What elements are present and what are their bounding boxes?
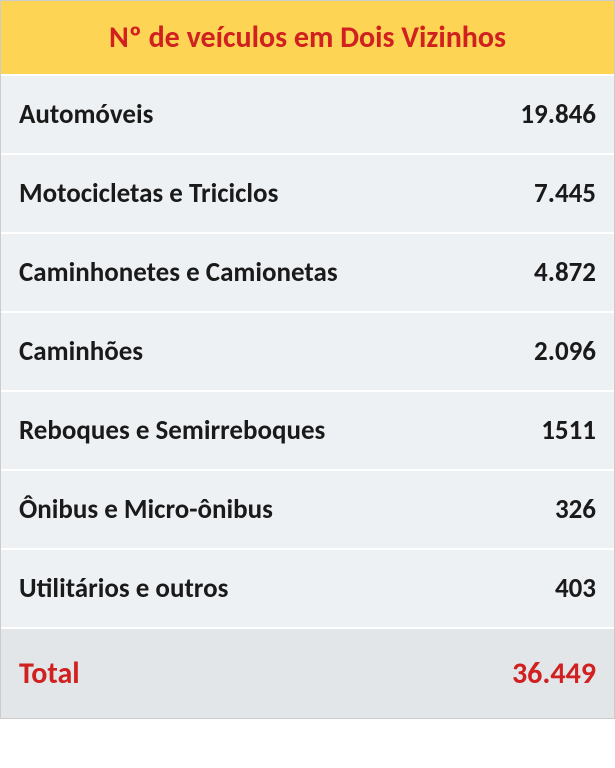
row-value: 1511 [541, 414, 596, 447]
table-header: Nº de veículos em Dois Vizinhos [1, 1, 614, 74]
row-label: Caminhonetes e Camionetas [19, 256, 338, 289]
table-row: Ônibus e Micro-ônibus 326 [1, 469, 614, 548]
row-value: 4.872 [534, 256, 596, 289]
row-value: 403 [555, 572, 596, 605]
row-value: 2.096 [534, 335, 596, 368]
table-row: Reboques e Semirreboques 1511 [1, 390, 614, 469]
table-title: Nº de veículos em Dois Vizinhos [109, 19, 506, 56]
table-row: Motocicletas e Triciclos 7.445 [1, 153, 614, 232]
row-label: Reboques e Semirreboques [19, 414, 325, 447]
row-label: Utilitários e outros [19, 572, 228, 605]
total-value: 36.449 [512, 655, 596, 692]
row-label: Motocicletas e Triciclos [19, 177, 278, 210]
total-row: Total 36.449 [1, 627, 614, 718]
table-row: Caminhões 2.096 [1, 311, 614, 390]
total-label: Total [19, 655, 80, 692]
row-value: 326 [555, 493, 596, 526]
row-label: Ônibus e Micro-ônibus [19, 493, 273, 526]
table-row: Automóveis 19.846 [1, 74, 614, 153]
vehicle-table: Nº de veículos em Dois Vizinhos Automóve… [0, 0, 615, 719]
row-label: Automóveis [19, 98, 153, 131]
row-value: 7.445 [534, 177, 596, 210]
table-row: Caminhonetes e Camionetas 4.872 [1, 232, 614, 311]
table-row: Utilitários e outros 403 [1, 548, 614, 627]
row-value: 19.846 [520, 98, 596, 131]
row-label: Caminhões [19, 335, 143, 368]
